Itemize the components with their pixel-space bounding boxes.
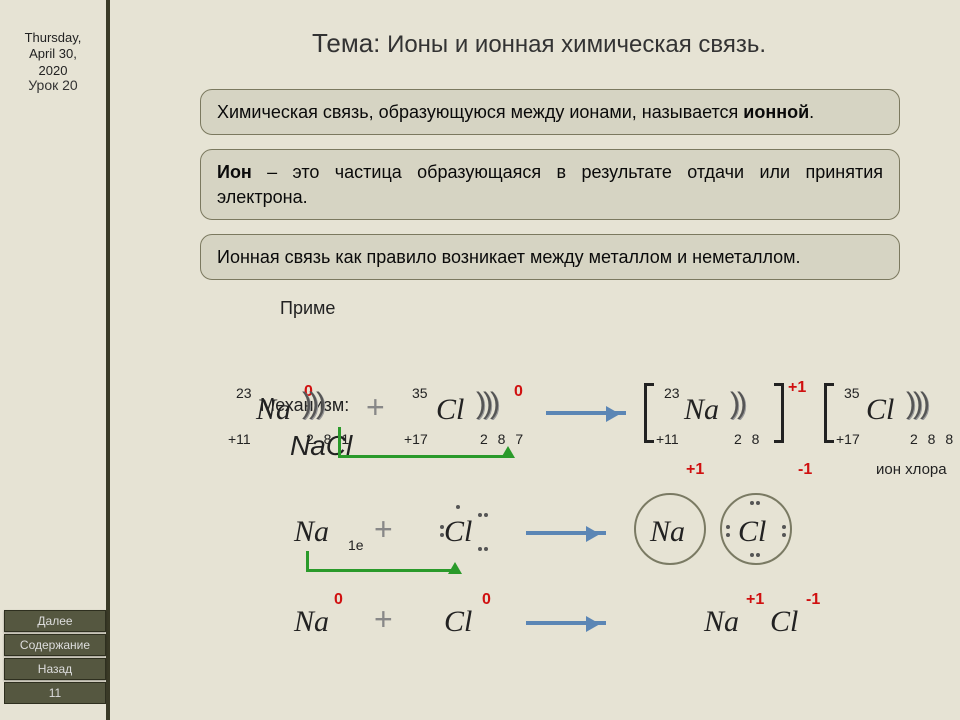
example-label: Приме (280, 298, 335, 319)
r3-na0: 0 (334, 591, 343, 609)
na-shells: ))) (302, 387, 323, 421)
clion-shells: ))) (906, 387, 927, 421)
lesson-number: Урок 20 (0, 77, 106, 93)
plus-1: + (366, 389, 385, 426)
date-block: Thursday, April 30, 2020 (0, 0, 106, 79)
r3-cl0: 0 (482, 591, 491, 609)
cl-symbol: Cl (436, 393, 464, 427)
green-arrowhead-2 (448, 555, 462, 574)
naion-z: +11 (656, 431, 679, 447)
na-z: +11 (228, 431, 251, 447)
sidebar: Thursday, April 30, 2020 Урок 20 Далее С… (0, 0, 110, 720)
r3-cl: Cl (444, 605, 472, 639)
info-box-1: Химическая связь, образующуюся между ион… (200, 89, 900, 135)
green-arrowhead-1 (501, 439, 515, 458)
na-symbol: Na (256, 393, 291, 427)
page-title: Тема: Ионы и ионная химическая связь. (140, 28, 938, 59)
back-button[interactable]: Назад (4, 658, 106, 680)
clion-mass: 35 (844, 385, 860, 401)
green-v2 (306, 551, 309, 571)
r2-cl: Cl (444, 515, 472, 549)
bracket-na-l (644, 383, 654, 443)
naion-charge: +1 (788, 379, 806, 397)
title-prefix: Тема: (312, 28, 380, 58)
bracket-na-r (774, 383, 784, 443)
r2-cl2: Cl (738, 515, 766, 549)
cl-z: +17 (404, 431, 428, 447)
arrow-1 (546, 411, 626, 415)
green-v1 (338, 427, 341, 457)
one-e-label: 1e (348, 537, 364, 553)
clion-symbol: Cl (866, 393, 894, 427)
info2-b: – это частица образующаяся в результате … (217, 162, 883, 206)
info-box-3: Ионная связь как правило возникает между… (200, 234, 900, 280)
naion-shells: )) (730, 387, 744, 421)
info2-a: Ион (217, 162, 252, 182)
cl-mass: 35 (412, 385, 428, 401)
na-shellnums: 2 8 1 (306, 431, 352, 447)
r3-cl-charge: -1 (806, 591, 820, 609)
r3-cl2: Cl (770, 605, 798, 639)
clion-z: +17 (836, 431, 860, 447)
next-button[interactable]: Далее (4, 610, 106, 632)
naion-mass: 23 (664, 385, 680, 401)
bracket-cl-l (824, 383, 834, 443)
r2-na2: Na (650, 515, 685, 549)
r1-cl-charge: -1 (798, 461, 812, 479)
contents-button[interactable]: Содержание (4, 634, 106, 656)
page-number: 11 (4, 682, 106, 704)
nav-buttons: Далее Содержание Назад 11 (4, 610, 106, 704)
arrow-2 (526, 531, 606, 535)
main-content: Тема: Ионы и ионная химическая связь. Хи… (110, 0, 960, 720)
r3-na: Na (294, 605, 329, 639)
clion-shellnums: 2 8 8 (910, 431, 956, 447)
date-line-1: Thursday, (0, 30, 106, 46)
naion-symbol: Na (684, 393, 719, 427)
na-mass: 23 (236, 385, 252, 401)
r3-na2: Na (704, 605, 739, 639)
plus-3: + (374, 601, 393, 638)
reaction-diagram: 23 Na 0 ))) +11 2 8 1 + 35 Cl 0 ))) +17 … (226, 375, 960, 705)
info-box-2: Ион – это частица образующаяся в результ… (200, 149, 900, 220)
r1-na-charge: +1 (686, 461, 704, 479)
green-h1 (338, 455, 506, 458)
cl-charge0: 0 (514, 383, 523, 401)
green-h2 (306, 569, 454, 572)
ion-cl-label: ион хлора (876, 461, 947, 478)
info1-c: . (809, 102, 814, 122)
plus-2: + (374, 511, 393, 548)
date-line-2: April 30, (0, 46, 106, 62)
r3-na-charge: +1 (746, 591, 764, 609)
info1-b: ионной (743, 102, 809, 122)
arrow-3 (526, 621, 606, 625)
title-text: Ионы и ионная химическая связь. (387, 31, 766, 58)
naion-shellnums: 2 8 (734, 431, 762, 447)
info1-a: Химическая связь, образующуюся между ион… (217, 102, 743, 122)
cl-shells: ))) (476, 387, 497, 421)
r2-na: Na (294, 515, 329, 549)
